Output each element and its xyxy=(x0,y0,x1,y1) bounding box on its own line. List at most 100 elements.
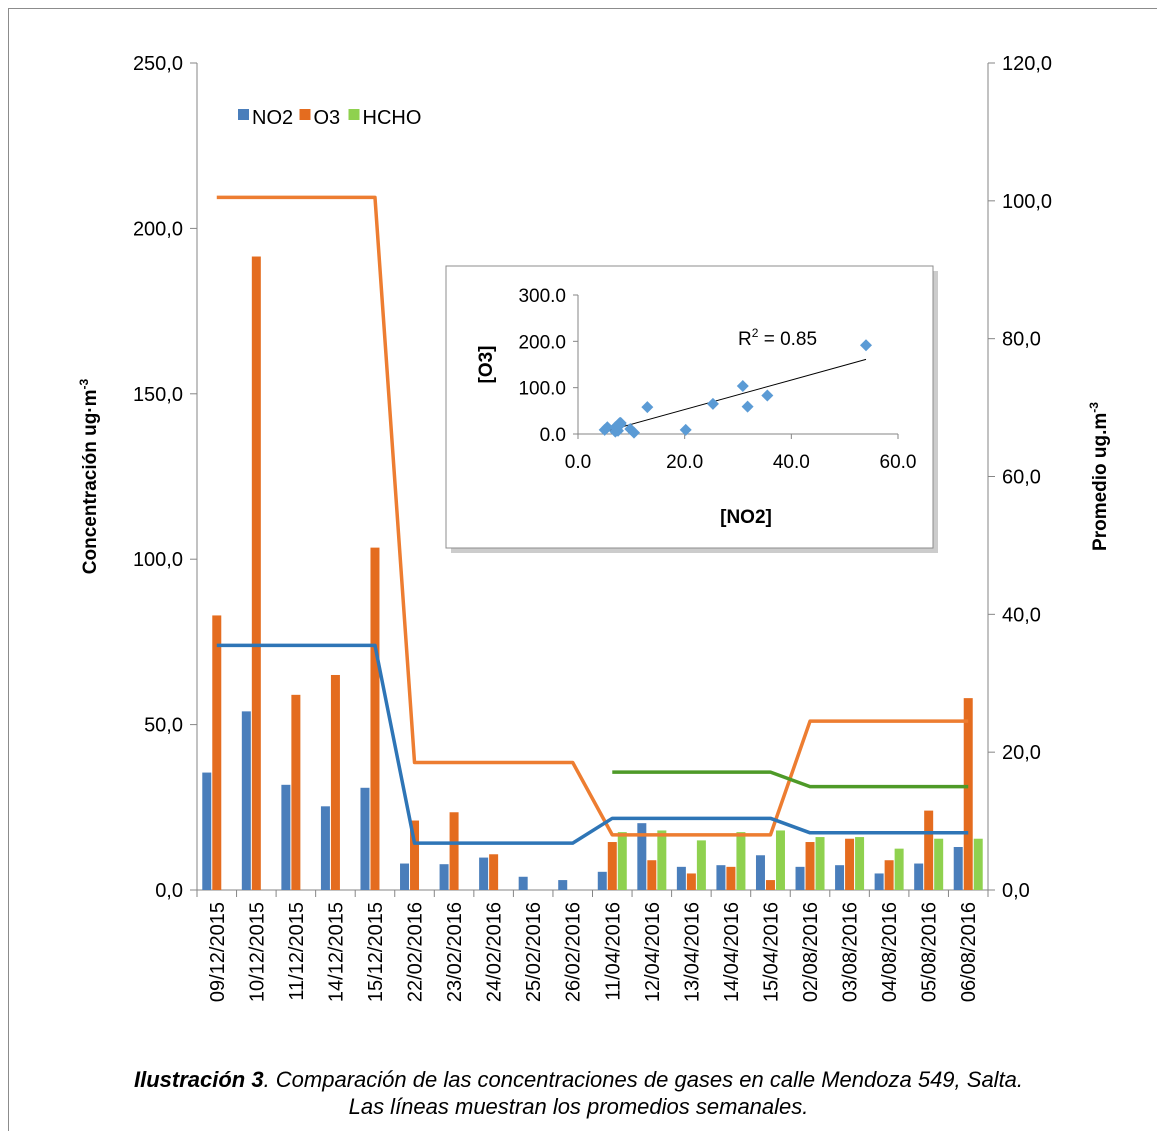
bar-no2 xyxy=(795,866,805,890)
bar-o3 xyxy=(845,838,855,890)
bar-hcho xyxy=(617,832,627,890)
bar-no2 xyxy=(360,787,370,890)
x-tick-label: 06/08/2016 xyxy=(958,902,980,1002)
bar-no2 xyxy=(241,711,251,890)
bar-no2 xyxy=(676,866,686,890)
x-tick-label: 23/02/2016 xyxy=(444,902,466,1002)
caption-line2: Las líneas muestran los promedios semana… xyxy=(348,1094,809,1119)
left-tick-label: 0,0 xyxy=(155,880,183,902)
legend-swatch-o3 xyxy=(299,109,311,120)
x-tick-label: 24/02/2016 xyxy=(484,902,506,1002)
inset-x-tick-label: 20.0 xyxy=(666,452,703,473)
bar-no2 xyxy=(439,864,449,890)
legend-label-o3: O3 xyxy=(314,107,341,129)
bar-hcho xyxy=(657,830,667,890)
right-tick-label: 0,0 xyxy=(1002,880,1030,902)
weekly-average-line-hcho xyxy=(612,770,969,789)
bar-hcho xyxy=(775,830,785,890)
weekly-average-line-o3 xyxy=(216,195,969,837)
bar-no2 xyxy=(320,806,330,890)
bar-hcho xyxy=(696,840,706,890)
scatter-point xyxy=(741,400,754,413)
right-axis-title: Promedio ug.m-3 xyxy=(1087,402,1111,551)
bar-o3 xyxy=(291,694,301,890)
bar-o3 xyxy=(410,820,420,890)
inset-y-tick-label: 300.0 xyxy=(518,286,566,307)
scatter-point xyxy=(641,401,654,414)
bar-o3 xyxy=(805,842,815,890)
inset-frame xyxy=(445,265,934,549)
left-axis-title-sup: -3 xyxy=(77,378,91,389)
right-tick-label: 20,0 xyxy=(1002,742,1041,764)
main-chart: 0,0 50,0 100,0 150,0 200,0 250,0 0,0 20,0 40,0 60… xyxy=(77,53,1111,1002)
bar-no2 xyxy=(637,823,647,890)
right-tick-label: 40,0 xyxy=(1002,604,1041,626)
bar-o3 xyxy=(251,256,261,890)
bar-hcho xyxy=(736,832,746,890)
caption-text: . Comparación de las concentraciones de … xyxy=(263,1067,1024,1092)
right-tick-label: 80,0 xyxy=(1002,329,1041,351)
left-axis-title: Concentración ug·m-3 xyxy=(77,378,101,574)
bar-no2 xyxy=(835,865,845,890)
bar-no2 xyxy=(400,863,410,890)
bar-hcho xyxy=(934,838,944,890)
bar-o3 xyxy=(726,866,736,890)
bar-no2 xyxy=(281,784,291,890)
left-tick-label: 250,0 xyxy=(133,53,183,75)
bar-no2 xyxy=(953,846,963,890)
bar-no2 xyxy=(202,772,212,890)
scatter-point xyxy=(614,416,627,429)
x-tick-label: 05/08/2016 xyxy=(919,902,941,1002)
bar-hcho xyxy=(973,838,983,890)
bar-o3 xyxy=(647,860,657,890)
right-axis-title-sup: -3 xyxy=(1087,402,1101,413)
bar-o3 xyxy=(963,698,973,890)
x-tick-label: 02/08/2016 xyxy=(800,902,822,1002)
scatter-point xyxy=(761,389,774,402)
inset-y-tick-label: 0.0 xyxy=(540,425,566,446)
legend-label-hcho: HCHO xyxy=(363,107,422,129)
bar-o3 xyxy=(686,873,696,890)
bar-o3 xyxy=(884,860,894,890)
scatter-point xyxy=(736,380,749,393)
bar-hcho xyxy=(855,837,865,890)
bar-no2 xyxy=(597,871,607,890)
left-tick-label: 200,0 xyxy=(133,218,183,240)
inset-x-tick-label: 40.0 xyxy=(773,452,810,473)
bar-o3 xyxy=(370,547,380,890)
bar-o3 xyxy=(924,810,934,890)
scatter-point xyxy=(628,426,640,439)
legend-swatch-hcho xyxy=(348,109,360,120)
legend-swatch-no2 xyxy=(238,109,249,120)
legend-label-no2: NO2 xyxy=(252,107,293,129)
inset-r2-annotation: R2 = 0.85 xyxy=(738,326,817,350)
inset-y-tick-label: 200.0 xyxy=(518,332,566,353)
weekly-average-line-no2 xyxy=(216,643,969,845)
right-tick-label: 60,0 xyxy=(1002,467,1041,489)
bar-o3 xyxy=(607,842,617,890)
x-tick-label: 14/04/2016 xyxy=(721,902,743,1002)
inset-y-axis-title: [O3] xyxy=(476,346,497,384)
x-tick-label: 12/04/2016 xyxy=(642,902,664,1002)
inset-r2-sup: 2 xyxy=(752,326,759,340)
inset-r2-value: = 0.85 xyxy=(758,329,817,350)
scatter-point xyxy=(706,397,719,410)
x-tick-label: 15/12/2015 xyxy=(365,902,387,1002)
bar-o3 xyxy=(489,854,499,890)
bar-no2 xyxy=(755,855,765,890)
left-tick-label: 50,0 xyxy=(144,715,183,737)
bar-hcho xyxy=(894,848,904,890)
inset-x-tick-label: 0.0 xyxy=(565,452,591,473)
left-tick-label: 150,0 xyxy=(133,384,183,406)
bar-no2 xyxy=(479,857,489,890)
left-tick-label: 100,0 xyxy=(133,549,183,571)
bar-o3 xyxy=(330,674,340,890)
inset-y-tick-label: 100.0 xyxy=(518,379,566,400)
right-tick-label: 100,0 xyxy=(1002,191,1052,213)
bar-hcho xyxy=(815,837,825,890)
caption-label: Ilustración 3 xyxy=(133,1067,264,1092)
scatter-point xyxy=(860,339,872,352)
x-tick-label: 03/08/2016 xyxy=(840,902,862,1002)
figure-frame xyxy=(8,8,1157,1131)
x-tick-label: 15/04/2016 xyxy=(760,902,782,1002)
